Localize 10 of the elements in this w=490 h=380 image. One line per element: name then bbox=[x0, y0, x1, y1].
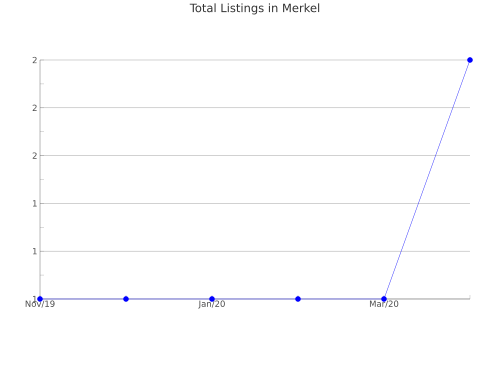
y-tick-label: 1 bbox=[33, 200, 37, 206]
y-tick-label: 2 bbox=[32, 152, 37, 159]
x-tick-label: Nov/19 bbox=[26, 300, 55, 308]
y-tick-label: 2 bbox=[32, 56, 37, 64]
y-tick-label: 1 bbox=[33, 248, 37, 254]
x-tick-label: Jan/20 bbox=[198, 300, 225, 309]
chart-title: Total Listings in Merkel bbox=[190, 3, 320, 14]
y-tick-label: 2 bbox=[32, 104, 37, 111]
x-tick-label: Mar/20 bbox=[370, 300, 398, 308]
y-tick-label: 1 bbox=[33, 296, 37, 302]
